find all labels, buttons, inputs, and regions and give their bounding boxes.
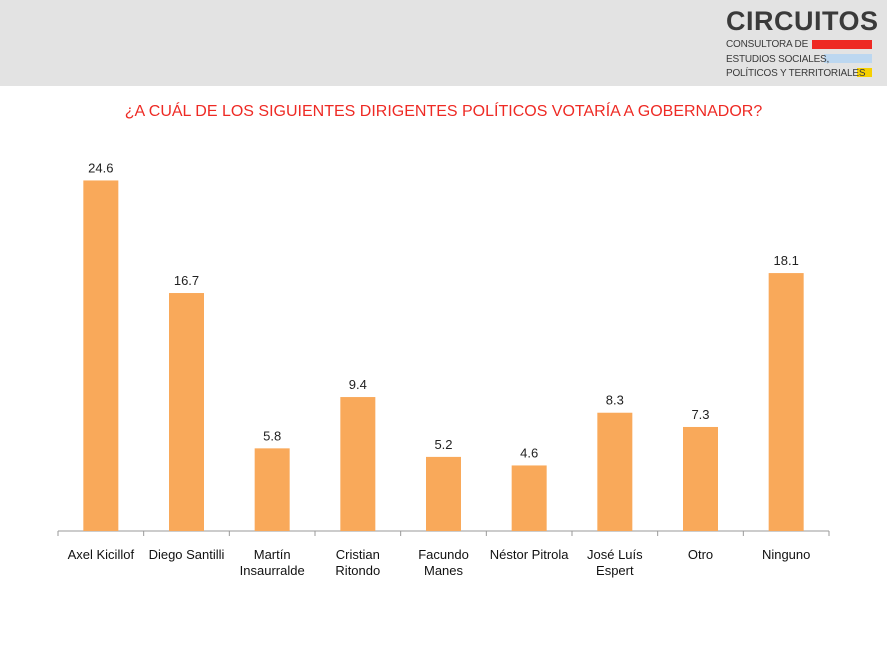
bar-value-label: 18.1 [774, 253, 799, 268]
bar-value-label: 8.3 [606, 393, 624, 408]
category-label: Axel Kicillof [68, 547, 135, 562]
bar [169, 293, 204, 531]
logo-blue-stripe [824, 54, 872, 63]
bar-value-label: 24.6 [88, 160, 113, 175]
logo-yellow-stripe [857, 68, 872, 77]
category-label: Manes [424, 563, 464, 578]
category-label: Cristian [336, 547, 380, 562]
logo-title: CIRCUITOS [726, 6, 879, 36]
bar [597, 412, 633, 531]
bar-value-label: 9.4 [349, 377, 367, 392]
bar-value-label: 7.3 [691, 407, 709, 422]
bar [683, 426, 718, 531]
bar [83, 180, 119, 531]
logo-subtitle-line-1: CONSULTORA DE [726, 39, 809, 50]
circuitos-logo: CIRCUITOS CONSULTORA DE ESTUDIOS SOCIALE… [724, 6, 882, 82]
logo-red-stripe [812, 40, 872, 49]
bar-value-label: 4.6 [520, 445, 538, 460]
logo-subtitle-line-2: ESTUDIOS SOCIALES, [726, 54, 830, 65]
category-label: Facundo [418, 547, 469, 562]
logo-subtitle-line-3: POLÍTICOS Y TERRITORIALES [726, 68, 866, 79]
bar [768, 273, 804, 531]
bar-value-label: 5.8 [263, 428, 281, 443]
header-band [0, 0, 887, 86]
bar-value-label: 5.2 [434, 437, 452, 452]
chart-title: ¿A CUÁL DE LOS SIGUIENTES DIRIGENTES POL… [124, 103, 763, 120]
category-label: Martín [254, 547, 291, 562]
bar [511, 465, 547, 531]
bar [254, 448, 290, 531]
category-label: Insaurralde [240, 563, 305, 578]
category-label: Ritondo [335, 563, 380, 578]
category-label: Néstor Pitrola [490, 547, 570, 562]
bar [340, 397, 376, 531]
category-label: Espert [596, 563, 634, 578]
category-label: Otro [688, 547, 713, 562]
bar-value-label: 16.7 [174, 273, 199, 288]
category-label: Ninguno [762, 547, 810, 562]
bar [426, 456, 461, 531]
category-label: José Luís [587, 547, 643, 562]
category-label: Diego Santilli [149, 547, 225, 562]
